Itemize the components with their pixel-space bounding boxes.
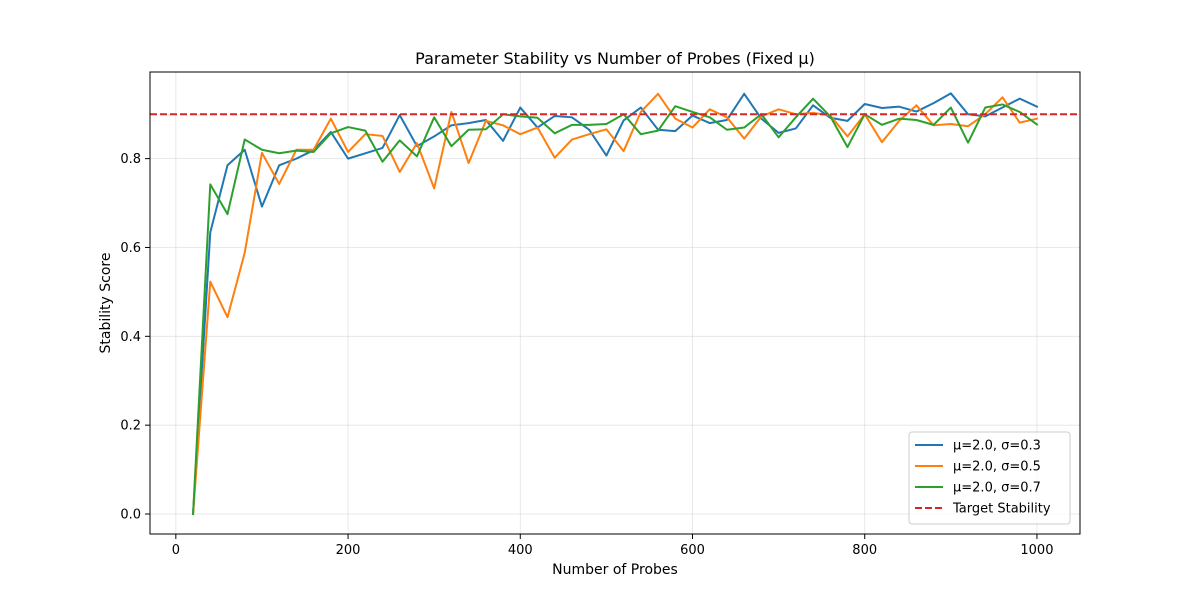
axis-ticks: 0 200 400 600 800 1000 0.0 0.2 0.4 0.6 0.8 bbox=[120, 152, 1053, 558]
y-axis-label: Stability Score bbox=[98, 253, 114, 354]
legend-box bbox=[908, 431, 1071, 525]
x-tick-label: 1000 bbox=[1020, 543, 1053, 558]
x-tick-label: 400 bbox=[508, 543, 533, 558]
legend-label: μ=2.0, σ=0.5 bbox=[953, 460, 1041, 475]
y-tick-label: 0.4 bbox=[120, 330, 141, 345]
legend-label: μ=2.0, σ=0.7 bbox=[953, 481, 1041, 496]
series-line-1 bbox=[192, 92, 1039, 516]
x-tick-label: 0 bbox=[172, 543, 180, 558]
x-axis-label: Number of Probes bbox=[552, 562, 678, 578]
y-tick-label: 0.8 bbox=[120, 152, 141, 167]
series-line-3 bbox=[192, 97, 1039, 516]
chart-title: Parameter Stability vs Number of Probes … bbox=[415, 49, 815, 68]
y-tick-label: 0.0 bbox=[120, 508, 141, 523]
plot-frame bbox=[149, 71, 1081, 535]
legend: μ=2.0, σ=0.3 μ=2.0, σ=0.5 μ=2.0, σ=0.7 Targ… bbox=[908, 431, 1071, 525]
y-tick-label: 0.6 bbox=[120, 241, 141, 256]
series-line-2 bbox=[191, 92, 1039, 516]
legend-label: Target Stability bbox=[952, 502, 1051, 517]
x-tick-label: 200 bbox=[336, 543, 361, 558]
y-tick-label: 0.2 bbox=[120, 419, 141, 434]
x-tick-label: 600 bbox=[680, 543, 705, 558]
series-layer bbox=[150, 92, 1080, 516]
legend-label: μ=2.0, σ=0.3 bbox=[953, 439, 1041, 454]
x-tick-label: 800 bbox=[852, 543, 877, 558]
